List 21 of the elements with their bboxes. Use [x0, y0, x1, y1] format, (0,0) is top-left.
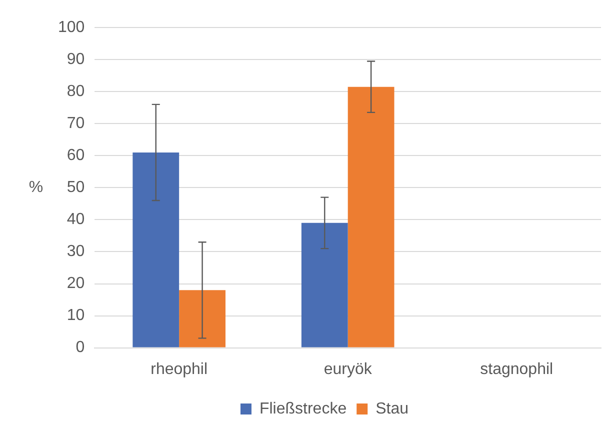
y-tick-label: 60	[66, 147, 85, 164]
y-tick-label: 90	[66, 51, 85, 68]
x-tick-label: rheophil	[150, 360, 208, 378]
y-tick-label: 0	[76, 339, 85, 356]
bar	[132, 152, 180, 348]
y-tick-label: 100	[58, 19, 85, 36]
x-tick-label: stagnophil	[480, 360, 554, 378]
y-tick-label: 70	[66, 115, 85, 132]
bar	[348, 86, 394, 348]
y-tick-label: 10	[66, 307, 85, 324]
y-axis-title: %	[28, 179, 44, 196]
bar	[179, 290, 226, 348]
legend-label: Stau	[376, 400, 409, 418]
legend-label: Fließstrecke	[259, 400, 347, 418]
x-tick-label: euryök	[324, 360, 373, 378]
bar	[301, 222, 348, 348]
y-tick-label: 20	[66, 275, 85, 292]
y-tick-label: 80	[66, 83, 85, 100]
y-tick-label: 40	[66, 211, 85, 228]
y-tick-label: 50	[66, 179, 85, 196]
y-tick-label: 30	[66, 243, 85, 260]
